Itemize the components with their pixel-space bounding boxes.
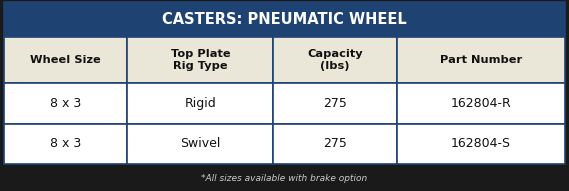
Bar [4, 2, 565, 37]
Text: *All sizes available with brake option: *All sizes available with brake option [201, 174, 368, 183]
Text: 162804-R: 162804-R [451, 97, 511, 110]
Bar [273, 124, 397, 164]
Text: Part Number: Part Number [440, 55, 522, 65]
Bar [397, 37, 565, 83]
Bar [127, 37, 273, 83]
Text: 275: 275 [323, 97, 347, 110]
Bar [397, 124, 565, 164]
Text: CASTERS: PNEUMATIC WHEEL: CASTERS: PNEUMATIC WHEEL [162, 12, 407, 27]
Text: Swivel: Swivel [180, 137, 221, 150]
Bar [127, 124, 273, 164]
Text: 275: 275 [323, 137, 347, 150]
Text: Rigid: Rigid [184, 97, 216, 110]
Text: 8 x 3: 8 x 3 [50, 97, 81, 110]
Bar [273, 37, 397, 83]
Bar [397, 83, 565, 124]
Text: 8 x 3: 8 x 3 [50, 137, 81, 150]
Text: Capacity
(lbs): Capacity (lbs) [307, 49, 363, 71]
Bar [4, 83, 127, 124]
Bar [4, 37, 127, 83]
Bar [273, 83, 397, 124]
Bar [127, 83, 273, 124]
Text: 162804-S: 162804-S [451, 137, 511, 150]
Bar [4, 124, 127, 164]
Text: Top Plate
Rig Type: Top Plate Rig Type [171, 49, 230, 71]
Text: Wheel Size: Wheel Size [30, 55, 101, 65]
